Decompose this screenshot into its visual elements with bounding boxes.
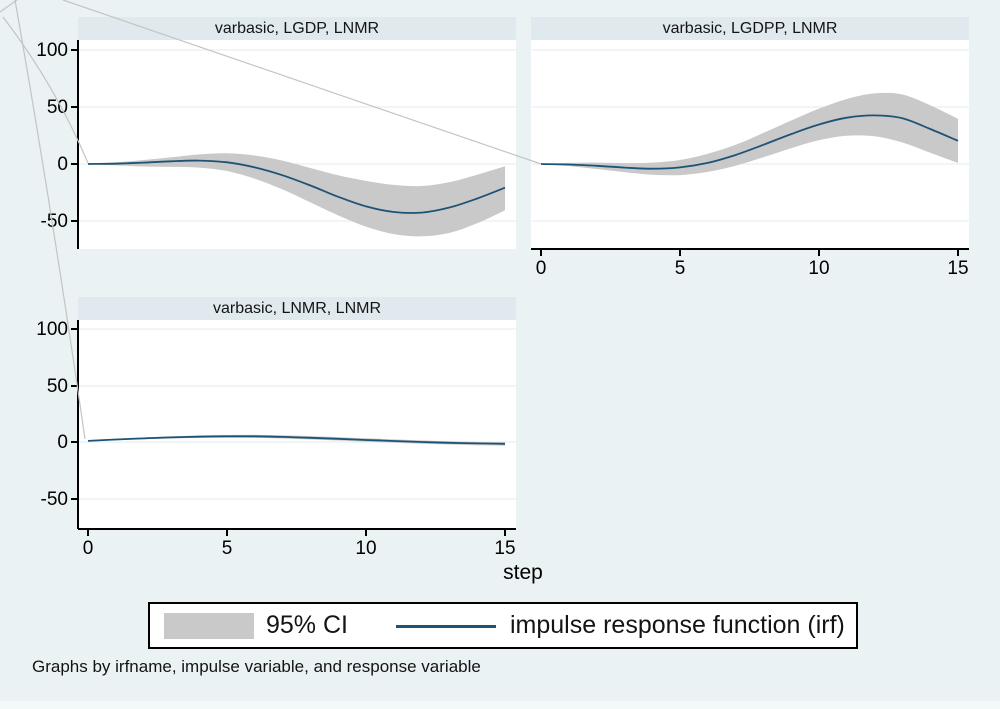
annotation-line	[0, 0, 18, 13]
y-axis-tick-label: 0	[57, 432, 68, 453]
y-axis-tick	[71, 498, 77, 500]
x-axis-tick	[87, 530, 89, 536]
x-axis-tick	[504, 530, 506, 536]
window-bottom-edge	[0, 701, 1000, 709]
legend-box: 95% CI impulse response function (irf)	[148, 602, 858, 649]
x-axis-tick	[679, 250, 681, 256]
ci-swatch	[164, 613, 254, 639]
ci-band	[541, 92, 958, 176]
irf-chart-lgdp	[79, 49, 516, 237]
y-axis-tick-label: 100	[36, 40, 68, 61]
panel-title-bar: varbasic, LGDPP, LNMR	[531, 17, 969, 40]
x-axis-title: step	[503, 561, 543, 584]
x-axis-tick	[365, 530, 367, 536]
panel-lgdp-lnmr: varbasic, LGDP, LNMR	[78, 17, 516, 249]
y-axis-tick-label: -50	[40, 489, 68, 510]
x-axis-tick	[540, 250, 542, 256]
panel-title-bar: varbasic, LNMR, LNMR	[78, 297, 516, 320]
ci-band	[88, 153, 505, 237]
panel-title: varbasic, LGDPP, LNMR	[662, 19, 838, 37]
panel-lgdpp-lnmr: varbasic, LGDPP, LNMR	[531, 17, 969, 249]
x-axis-tick-label: 15	[494, 538, 516, 559]
y-axis-tick-label: -50	[40, 211, 68, 232]
plot-area	[78, 320, 516, 529]
y-axis-tick	[71, 441, 77, 443]
y-axis-tick-label: 50	[46, 97, 68, 118]
y-axis-tick	[71, 385, 77, 387]
y-axis-tick	[71, 106, 77, 108]
irf-line	[540, 114, 959, 170]
panel-title: varbasic, LNMR, LNMR	[212, 299, 382, 317]
x-axis-tick-label: 0	[82, 538, 94, 559]
y-axis-line	[77, 320, 79, 529]
irf-line	[87, 435, 506, 445]
x-axis-tick-label: 0	[535, 258, 547, 279]
x-axis-line	[78, 528, 516, 530]
panel-lnmr-lnmr: varbasic, LNMR, LNMR	[78, 297, 516, 529]
x-axis-tick-label: 5	[221, 538, 233, 559]
x-axis-tick-label: 15	[947, 258, 969, 279]
y-axis-line	[77, 40, 79, 249]
irf-chart-lgdpp	[532, 49, 969, 222]
x-axis-tick	[226, 530, 228, 536]
x-axis-tick-label: 10	[808, 258, 830, 279]
y-axis-tick-label: 0	[57, 154, 68, 175]
y-axis-tick	[71, 220, 77, 222]
panel-title-bar: varbasic, LGDP, LNMR	[78, 17, 516, 40]
x-axis-tick-label: 10	[355, 538, 377, 559]
y-axis-tick-label: 100	[36, 319, 68, 340]
x-axis-tick	[818, 250, 820, 256]
y-axis-tick	[71, 49, 77, 51]
y-axis-tick	[71, 163, 77, 165]
x-axis-line	[531, 248, 969, 250]
y-axis-tick-label: 50	[46, 376, 68, 397]
irf-chart-lnmr	[79, 328, 516, 500]
irf-legend-label: impulse response function (irf)	[510, 611, 845, 639]
irf-line-sample	[396, 625, 496, 628]
by-graphs-caption: Graphs by irfname, impulse variable, and…	[32, 657, 481, 676]
x-axis-tick	[957, 250, 959, 256]
panel-title: varbasic, LGDP, LNMR	[214, 19, 380, 37]
y-axis-tick	[71, 328, 77, 330]
annotation-line	[2, 16, 89, 164]
x-axis-tick-label: 5	[674, 258, 686, 279]
ci-legend-label: 95% CI	[266, 611, 348, 639]
